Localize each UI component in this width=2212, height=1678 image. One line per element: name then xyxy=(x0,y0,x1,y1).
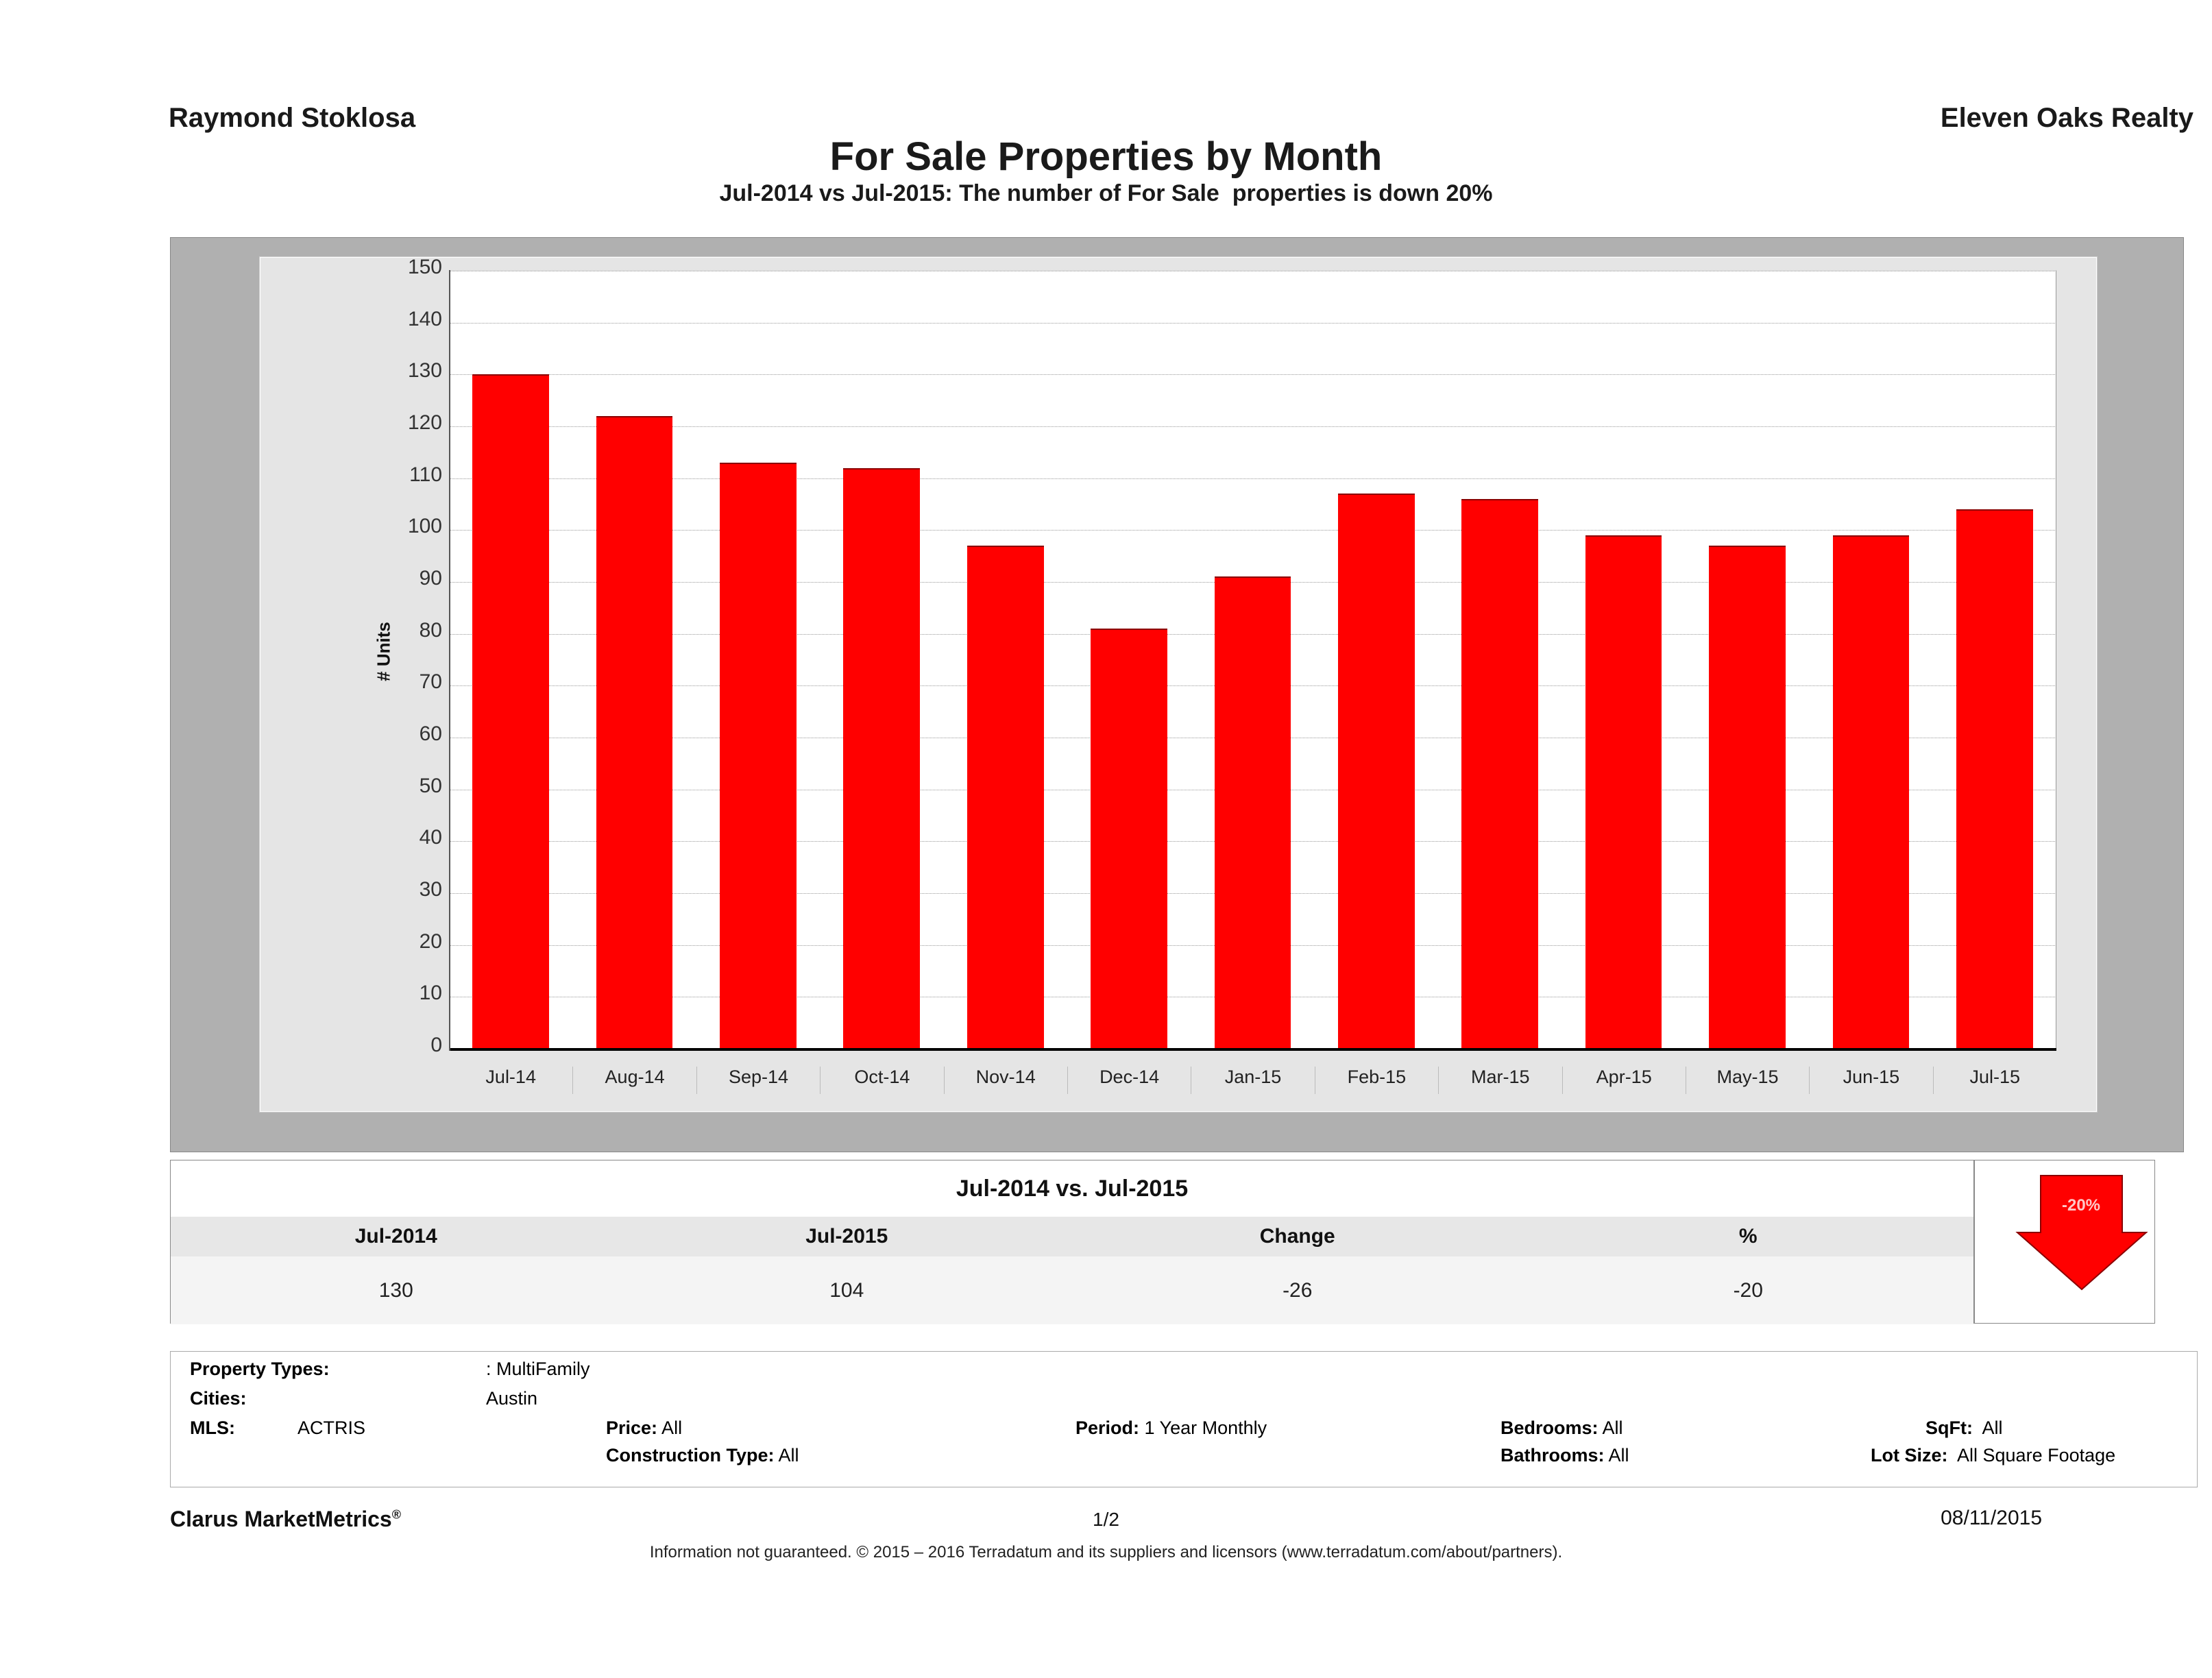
svg-text:-20%: -20% xyxy=(2062,1196,2100,1215)
